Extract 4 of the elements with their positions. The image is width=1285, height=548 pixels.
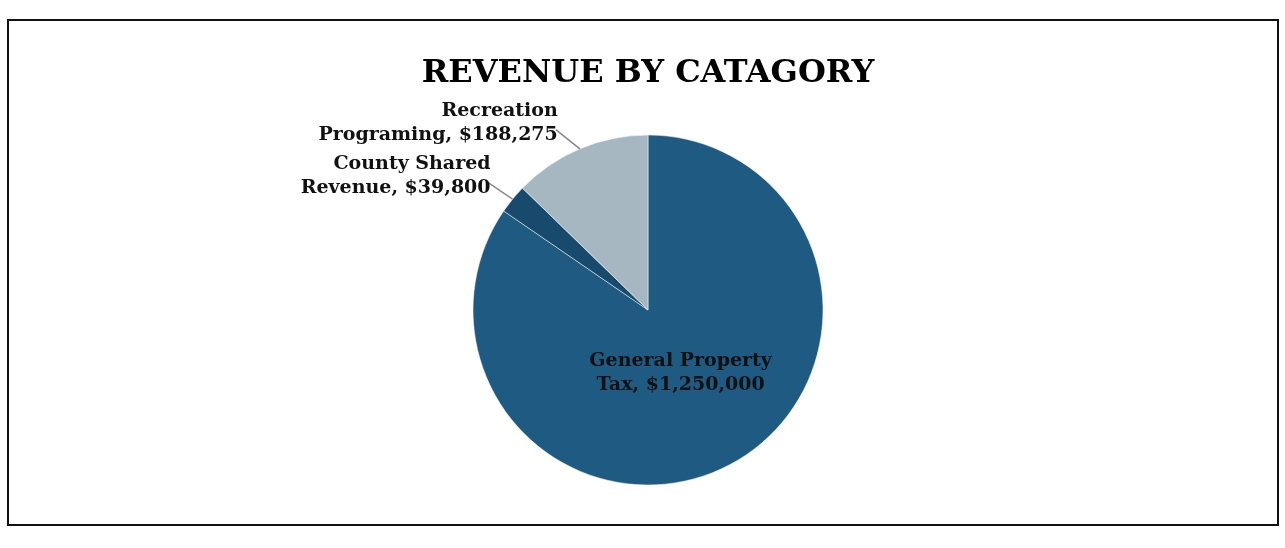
- slice-label: County Shared Revenue, $39,800: [300, 150, 491, 197]
- slice-label: Recreation Programing, $188,275: [318, 97, 558, 144]
- slice-label: General Property Tax, $1,250,000: [589, 347, 773, 394]
- chart-title: REVENUE BY CATAGORY: [421, 52, 876, 90]
